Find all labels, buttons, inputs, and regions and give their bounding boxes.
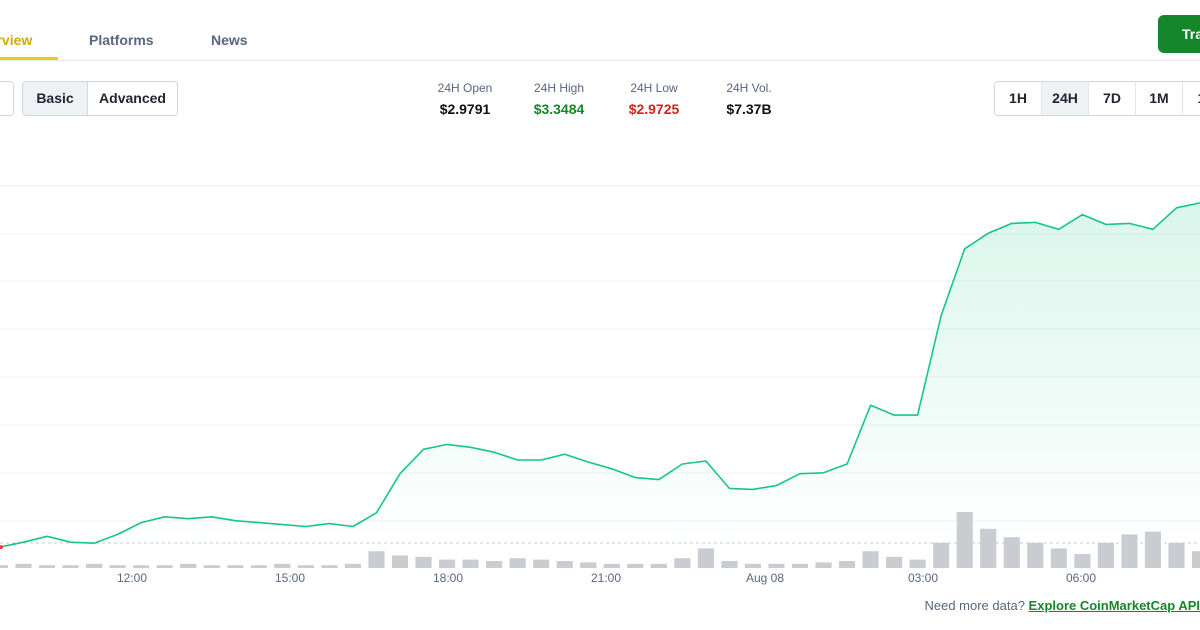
price-line: [0, 202, 1200, 548]
x-axis-tick-label: 06:00: [1066, 571, 1096, 585]
volume-bar: [580, 562, 597, 568]
advanced-button[interactable]: Advanced: [99, 90, 166, 106]
footer-cta: Need more data? Explore CoinMarketCap AP…: [924, 598, 1200, 613]
volume-bar: [368, 551, 385, 568]
volume-bar: [203, 565, 220, 568]
volume-bar: [62, 565, 79, 568]
volume-bar: [933, 542, 950, 568]
stat-24h-high: 24H High $3.3484: [527, 81, 591, 117]
volume-bar: [1050, 548, 1067, 568]
active-tab-indicator: [0, 57, 58, 60]
volume-bar: [133, 565, 150, 568]
volume-bar: [509, 558, 526, 568]
volume-bar: [791, 563, 809, 568]
range-7d-button[interactable]: 7D: [1089, 82, 1136, 115]
view-mode-toggle: Basic Advanced: [22, 81, 178, 116]
volume-bar: [297, 565, 314, 568]
volume-bar: [533, 559, 550, 568]
explore-api-link[interactable]: Explore CoinMarketCap API: [1028, 598, 1200, 613]
volume-bar: [15, 563, 32, 568]
x-axis-tick-label: 15:00: [275, 571, 305, 585]
volume-bar: [909, 559, 926, 568]
volume-bar: [768, 563, 785, 568]
stat-24h-low: 24H Low $2.9725: [622, 81, 686, 117]
volume-bar: [1097, 542, 1114, 568]
volume-bar: [1027, 542, 1044, 568]
range-24h-button[interactable]: 24H: [1042, 82, 1089, 115]
tab-platforms[interactable]: Platforms: [89, 32, 154, 48]
volume-bar: [38, 565, 56, 568]
range-1y-button[interactable]: 1Y: [1183, 82, 1200, 115]
volume-bar: [0, 565, 9, 568]
volume-bar: [462, 559, 479, 568]
volume-bar: [886, 556, 903, 568]
stat-value: $3.3484: [533, 101, 585, 117]
volume-bar: [227, 565, 244, 568]
price-chart[interactable]: 12:00 15:00 18:00 21:00 Aug 08 03:00 06:00: [0, 130, 1200, 590]
volume-bar: [744, 563, 762, 568]
volume-bar: [815, 562, 832, 568]
x-axis-tick-label: 18:00: [433, 571, 463, 585]
volume-bar: [109, 565, 126, 568]
chart-type-toggle[interactable]: [0, 81, 14, 116]
stat-label: 24H Vol.: [726, 81, 772, 95]
tab-news[interactable]: News: [211, 32, 248, 48]
volume-bar: [486, 561, 503, 568]
stat-value: $2.9791: [439, 101, 491, 117]
stat-label: 24H Low: [630, 81, 678, 95]
volume-bar: [415, 556, 432, 568]
footer-question: Need more data?: [924, 598, 1025, 613]
stat-24h-volume: 24H Vol. $7.37B: [719, 81, 779, 117]
volume-bar: [274, 563, 291, 568]
trade-button[interactable]: Trade: [1158, 15, 1200, 53]
volume-bar: [1168, 542, 1185, 568]
volume-bar: [391, 555, 409, 568]
volume-bar: [1191, 551, 1200, 568]
volume-bar: [344, 563, 362, 568]
basic-button[interactable]: Basic: [23, 82, 88, 115]
price-area-fill: [0, 202, 1200, 548]
volume-bar: [721, 561, 738, 568]
volume-bar: [627, 563, 644, 568]
range-1h-button[interactable]: 1H: [995, 82, 1042, 115]
x-axis-tick-label: 03:00: [908, 571, 938, 585]
volume-bar: [180, 563, 197, 568]
volume-bar: [438, 559, 456, 568]
volume-bar: [321, 565, 338, 568]
volume-bar: [1003, 537, 1020, 568]
stat-label: 24H Open: [437, 81, 493, 95]
stat-value: $2.9725: [628, 101, 680, 117]
volume-bar: [156, 565, 173, 568]
stat-label: 24H High: [533, 81, 585, 95]
volume-bar: [250, 565, 267, 568]
volume-bar: [838, 561, 856, 568]
x-axis-tick-label: 21:00: [591, 571, 621, 585]
volume-bar: [86, 563, 103, 568]
volume-bar: [1074, 554, 1091, 568]
volume-bar: [650, 563, 667, 568]
volume-bar: [697, 548, 714, 568]
tab-overview[interactable]: Overview: [0, 32, 33, 48]
volume-bar: [862, 551, 879, 568]
volume-bar: [556, 561, 573, 568]
stat-value: $7.37B: [726, 101, 772, 117]
tab-bar: Overview Platforms News Trade: [0, 0, 1200, 61]
x-axis-tick-label: Aug 08: [746, 571, 784, 585]
price-start-point: [0, 545, 3, 550]
stat-24h-open: 24H Open $2.9791: [434, 81, 496, 117]
time-range-selector: 1H 24H 7D 1M 1Y: [994, 81, 1200, 116]
range-1m-button[interactable]: 1M: [1136, 82, 1183, 115]
volume-bar: [674, 558, 691, 568]
volume-bar: [603, 563, 620, 568]
x-axis-tick-label: 12:00: [117, 571, 147, 585]
